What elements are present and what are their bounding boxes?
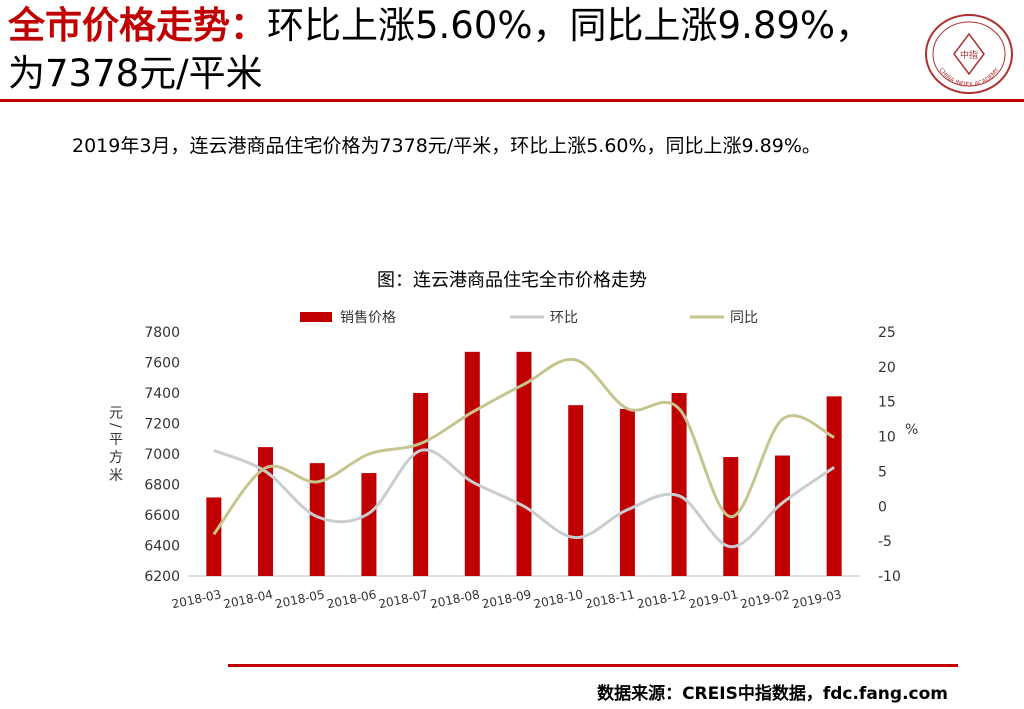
- y2-tick-label: 25: [878, 325, 896, 341]
- legend-swatch: [300, 312, 332, 322]
- data-source: 数据来源：CREIS中指数据，fdc.fang.com: [597, 684, 948, 704]
- title-rest: 环比上涨5.60%，同比上涨9.89%，为7378元/平米: [8, 4, 873, 95]
- bar: [464, 351, 480, 576]
- slide-title: 全市价格走势：环比上涨5.60%，同比上涨9.89%，为7378元/平米: [8, 2, 908, 98]
- bar: [206, 497, 222, 576]
- bar: [619, 409, 635, 576]
- y-tick-label: 7400: [144, 386, 180, 402]
- bar: [826, 396, 842, 576]
- x-tick-label: 2018-05: [274, 587, 326, 611]
- y2-tick-label: 10: [878, 430, 896, 446]
- legend-label: 销售价格: [340, 310, 396, 326]
- y-tick-label: 7600: [144, 356, 180, 372]
- legend-label: 同比: [730, 310, 758, 326]
- y2-tick-label: -5: [878, 534, 892, 550]
- series-line: [212, 357, 835, 536]
- x-tick-label: 2019-01: [687, 587, 739, 611]
- y2-tick-label: -10: [878, 569, 900, 585]
- x-tick-label: 2018-07: [377, 587, 429, 611]
- title-highlight: 全市价格走势：: [8, 4, 267, 47]
- bar: [774, 455, 790, 576]
- x-tick-label: 2019-03: [791, 587, 843, 611]
- bar: [309, 463, 325, 576]
- x-tick-label: 2018-03: [171, 587, 223, 611]
- legend-label: 环比: [550, 310, 578, 326]
- y2-axis-label: %: [905, 422, 919, 438]
- x-tick-label: 2018-11: [584, 587, 636, 611]
- y2-tick-label: 0: [878, 499, 887, 515]
- y-tick-label: 6200: [144, 569, 180, 585]
- x-tick-label: 2019-02: [739, 587, 791, 611]
- x-tick-label: 2018-09: [481, 587, 533, 611]
- footer-divider: [228, 664, 958, 667]
- chart-title: 图：连云港商品住宅全市价格走势: [377, 270, 647, 291]
- x-tick-label: 2018-06: [326, 587, 378, 611]
- y2-tick-label: 5: [878, 464, 887, 480]
- x-tick-label: 2018-08: [429, 587, 481, 611]
- bar: [671, 393, 687, 576]
- y-tick-label: 7800: [144, 325, 180, 341]
- y-axis-label: 元/平方米: [107, 405, 123, 486]
- y-tick-label: 7200: [144, 417, 180, 433]
- y-tick-label: 6600: [144, 508, 180, 524]
- y-tick-label: 6400: [144, 539, 180, 555]
- y-tick-label: 6800: [144, 478, 180, 494]
- y2-tick-label: 20: [878, 360, 896, 376]
- x-tick-label: 2018-10: [532, 587, 584, 611]
- price-trend-chart: 6200 6400 6600 6800 7000 7200 7400 7600 7800 -10 -…: [144, 310, 900, 611]
- x-tick-label: 2018-12: [636, 587, 688, 611]
- bar: [516, 351, 532, 576]
- title-divider: [0, 99, 1024, 102]
- summary-text: 2019年3月，连云港商品住宅价格为7378元/平米，环比上涨5.60%，同比上…: [72, 135, 821, 157]
- logo-ring-text: CHINA INDEX ACADEMY: [937, 67, 1000, 89]
- bar: [361, 473, 377, 576]
- china-index-academy-logo: 中指 CHINA INDEX ACADEMY: [925, 14, 1013, 94]
- bar: [258, 447, 274, 576]
- series-line: [213, 448, 836, 549]
- x-tick-label: 2018-04: [222, 587, 274, 611]
- bar: [568, 405, 584, 576]
- y-tick-label: 7000: [144, 447, 180, 463]
- logo-center-text: 中指: [960, 49, 978, 61]
- bar: [413, 393, 429, 576]
- y2-tick-label: 15: [878, 395, 896, 411]
